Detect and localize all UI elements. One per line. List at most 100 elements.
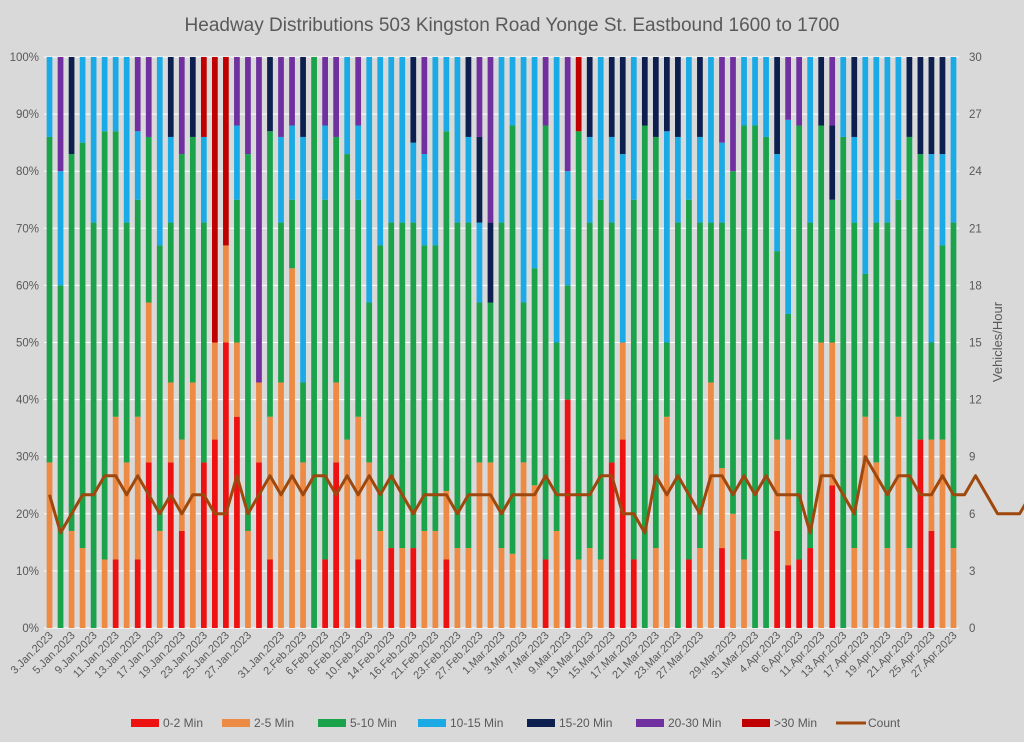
bar-segment-2	[156, 245, 163, 531]
bar-segment-3	[708, 57, 714, 223]
bar-segment-2	[322, 199, 328, 560]
bar-segment-2	[234, 199, 240, 343]
count-series-line	[48, 455, 1024, 535]
bar-segment-4	[300, 57, 306, 137]
bar-segment-2	[520, 302, 527, 463]
bar-segment-3	[123, 57, 130, 223]
bar-segment-0	[256, 462, 262, 628]
bar-segment-2	[509, 125, 516, 554]
bar-segment-1	[68, 530, 75, 628]
stacked-bars	[46, 57, 957, 629]
bar-segment-2	[586, 222, 593, 549]
bar-segment-1	[46, 462, 53, 628]
bar-segment-2	[851, 222, 858, 549]
bar-segment-0	[719, 548, 725, 628]
bar-segment-1	[950, 548, 957, 628]
bar-segment-1	[873, 462, 880, 628]
bar-segment-1	[421, 530, 428, 628]
bar-segment-1	[708, 382, 714, 628]
y-right-tick-label: 12	[969, 395, 982, 407]
bar-segment-3	[167, 136, 174, 223]
bar-segment-5	[730, 57, 736, 172]
bar-segment-3	[322, 125, 328, 200]
bar-segment-1	[829, 342, 836, 486]
bar-segment-1	[928, 439, 935, 531]
bar-segment-3	[443, 57, 450, 132]
bar-segment-2	[311, 57, 317, 628]
bar-segment-1	[134, 416, 141, 560]
bar-segment-6	[575, 57, 582, 132]
bar-segment-6	[223, 57, 229, 246]
bar-segment-3	[785, 119, 791, 314]
bar-segment-3	[928, 154, 935, 343]
bar-segment-1	[465, 548, 472, 628]
bar-segment-6	[212, 57, 218, 343]
bar-segment-1	[145, 302, 152, 463]
bar-segment-3	[564, 171, 571, 286]
bar-segment-3	[531, 57, 538, 269]
bar-segment-4	[476, 136, 483, 223]
legend-label: 5-10 Min	[350, 716, 397, 730]
bar-segment-2	[465, 222, 472, 549]
bar-segment-3	[355, 125, 362, 200]
bar-segment-5	[421, 57, 428, 155]
bar-segment-0	[234, 416, 240, 628]
y-left-tick-label: 10%	[16, 566, 39, 578]
bar-segment-3	[366, 57, 373, 303]
bar-segment-0	[355, 559, 362, 628]
bar-segment-2	[344, 154, 351, 440]
bar-segment-2	[708, 222, 714, 383]
bar-segment-1	[818, 342, 825, 628]
bar-segment-3	[619, 154, 626, 343]
bar-segment-4	[465, 57, 472, 137]
bar-segment-2	[917, 154, 924, 440]
bar-segment-0	[542, 559, 549, 628]
bar-segment-1	[851, 548, 858, 628]
bar-segment-4	[928, 57, 935, 155]
bar-segment-3	[630, 57, 637, 200]
bar-segment-2	[553, 342, 560, 531]
bar-segment-2	[575, 131, 582, 560]
bar-segment-2	[123, 222, 130, 463]
bar-segment-3	[608, 136, 615, 223]
y-left-tick-label: 20%	[16, 509, 39, 521]
bar-segment-2	[101, 131, 108, 560]
bar-segment-2	[134, 199, 141, 417]
bar-segment-1	[377, 530, 384, 628]
y-left-tick-label: 100%	[10, 52, 39, 64]
legend-label: 20-30 Min	[668, 716, 721, 730]
bar-segment-1	[531, 485, 538, 628]
bar-segment-2	[818, 125, 825, 343]
bar-segment-1	[234, 342, 240, 417]
bar-segment-1	[487, 462, 494, 628]
bar-segment-3	[454, 57, 461, 223]
bar-segment-3	[90, 57, 97, 223]
bar-segment-0	[928, 530, 935, 628]
bar-segment-5	[785, 57, 791, 120]
bar-segment-4	[487, 222, 494, 303]
bar-segment-3	[498, 57, 505, 223]
bar-segment-1	[884, 548, 891, 628]
bar-segment-4	[851, 57, 858, 137]
bar-segment-2	[300, 382, 306, 463]
bar-segment-1	[730, 513, 736, 628]
chart-title: Headway Distributions 503 Kingston Road …	[185, 15, 840, 36]
bar-segment-2	[785, 313, 791, 440]
bar-segment-0	[796, 559, 803, 628]
bar-segment-2	[531, 268, 538, 486]
y-right-tick-label: 0	[969, 623, 975, 635]
legend-swatch	[418, 719, 446, 727]
bar-segment-1	[156, 530, 163, 628]
bar-segment-3	[509, 57, 516, 126]
bar-segment-2	[686, 199, 692, 560]
bar-segment-0	[774, 530, 780, 628]
bar-segment-4	[906, 57, 913, 137]
bar-segment-5	[564, 57, 571, 172]
y-left-tick-label: 80%	[16, 166, 39, 178]
bar-segment-0	[807, 548, 814, 628]
bar-segment-2	[608, 222, 615, 463]
bar-segment-0	[443, 559, 450, 628]
bar-segment-0	[333, 462, 339, 628]
bar-segment-0	[686, 559, 692, 628]
